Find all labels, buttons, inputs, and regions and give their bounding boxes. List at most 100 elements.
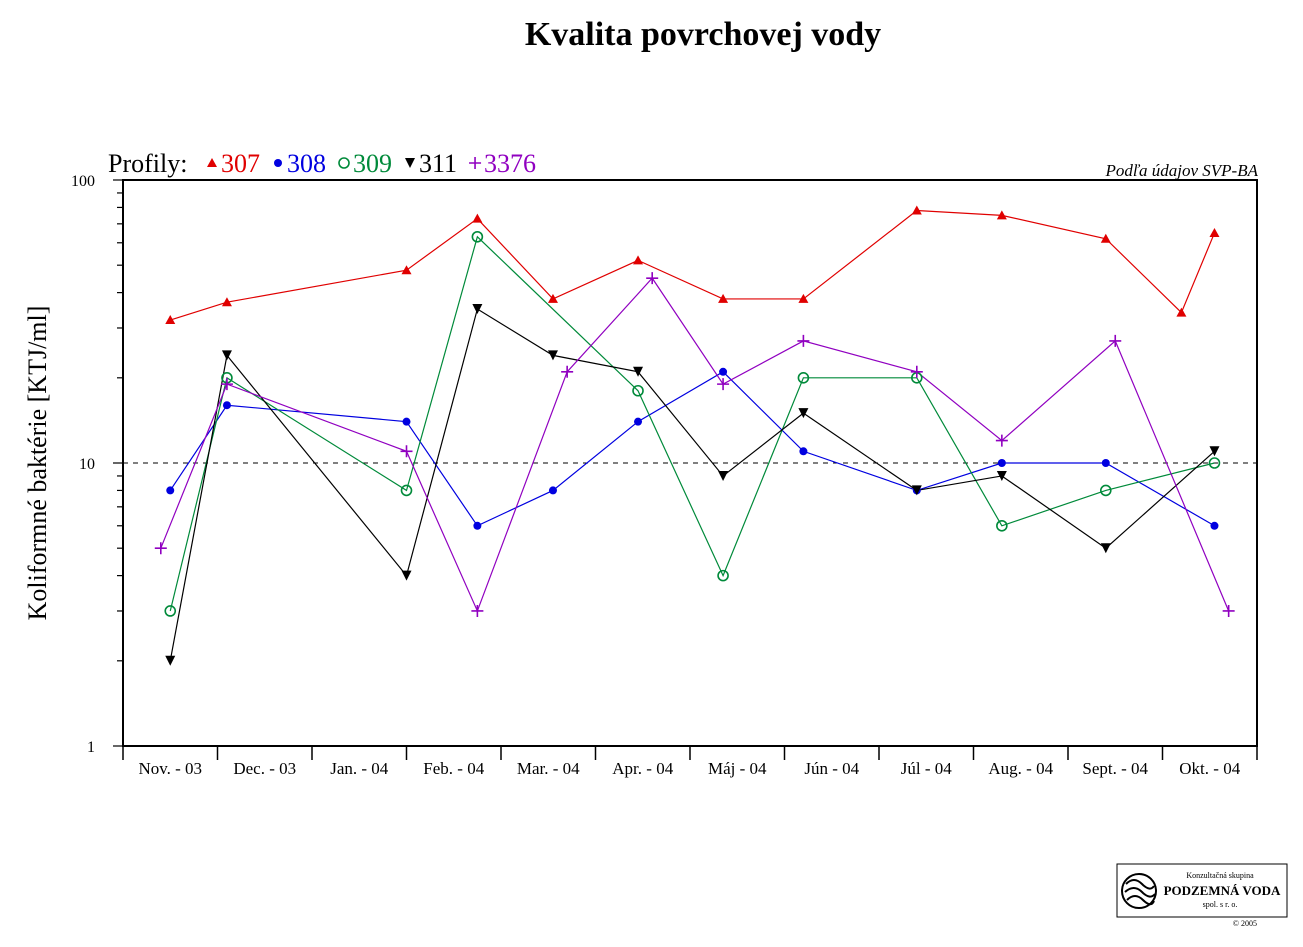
data-point-triangle: [633, 255, 644, 265]
data-point-plus: [910, 365, 923, 378]
data-point-circle: [1210, 521, 1219, 530]
legend-prefix: Profily:: [108, 149, 187, 178]
data-point-open-circle: [1100, 484, 1112, 497]
data-point-circle: [799, 447, 808, 456]
x-tick-label: Feb. - 04: [423, 759, 484, 778]
data-point-circle: [402, 417, 411, 426]
data-point-triangle: [996, 210, 1007, 220]
data-point-triangle-down: [472, 304, 483, 315]
data-point-triangle: [165, 315, 176, 325]
data-point-triangle-down: [405, 158, 415, 168]
data-point-circle: [634, 417, 643, 426]
data-point-triangle-down: [996, 470, 1007, 481]
data-point-open-circle: [400, 484, 413, 497]
data-point-circle: [222, 401, 231, 410]
data-point-triangle: [221, 297, 232, 307]
data-point-plus: [995, 434, 1008, 447]
x-tick-label: Sept. - 04: [1082, 759, 1148, 778]
legend-label-308: 308: [287, 149, 326, 178]
x-tick-label: Jún - 04: [804, 759, 859, 778]
y-tick-label: 100: [71, 173, 95, 190]
data-point-triangle-down: [718, 470, 729, 481]
y-tick-label: 1: [87, 739, 95, 756]
data-point-open-circle: [996, 519, 1008, 532]
y-axis-ticks: 1 10 100: [71, 173, 123, 756]
x-tick-label: Okt. - 04: [1179, 759, 1240, 778]
data-point-triangle: [911, 205, 922, 215]
data-point-circle: [473, 521, 482, 530]
series-line-307: [170, 209, 1216, 321]
data-point-triangle: [1176, 307, 1187, 317]
logo-line1: Konzultačná skupina: [1186, 871, 1254, 880]
company-logo: Konzultačná skupina PODZEMNÁ VODA spol. …: [1116, 863, 1288, 928]
chart-title: Kvalita povrchovej vody: [525, 16, 881, 53]
legend-label-311: 311: [419, 149, 457, 178]
source-note: Podľa údajov SVP-BA: [1104, 161, 1258, 180]
data-point-triangle-down: [911, 485, 922, 496]
data-point-plus: [154, 542, 167, 555]
data-point-circle: [166, 486, 175, 495]
x-axis: Nov. - 03 Dec. - 03 Jan. - 04 Feb. - 04 Mar.…: [122, 746, 1258, 778]
data-point-triangle-down: [221, 350, 232, 361]
series-line-3376: [160, 277, 1230, 613]
series-line-309: [169, 235, 1215, 612]
data-point-triangle-down: [401, 570, 412, 581]
data-point-plus: [220, 378, 233, 391]
legend: Profily: 307 308 309 311 3376: [108, 149, 536, 178]
data-point-open-circle: [632, 384, 644, 397]
data-point-circle: [997, 459, 1006, 467]
logo-frame: [1116, 863, 1288, 918]
data-point-triangle: [798, 293, 809, 303]
data-point-plus: [1222, 604, 1235, 617]
data-point-plus: [400, 445, 413, 458]
data-point-plus: [717, 378, 730, 391]
x-tick-label: Mar. - 04: [517, 759, 580, 778]
data-point-triangle-down: [798, 408, 809, 419]
x-tick-label: Júl - 04: [901, 759, 953, 778]
logo-line2: PODZEMNÁ VODA: [1164, 883, 1281, 898]
data-point-triangle: [207, 158, 217, 167]
x-tick-label: Máj - 04: [708, 759, 767, 778]
data-point-open-circle: [1208, 457, 1221, 469]
logo-line3: spol. s r. o.: [1203, 900, 1238, 909]
data-point-triangle-down: [1100, 543, 1111, 554]
logo-emblem-icon: [1121, 873, 1157, 909]
data-point-triangle: [547, 293, 558, 303]
legend-label-309: 309: [353, 149, 392, 178]
data-point-triangle: [1209, 227, 1220, 237]
legend-label-3376: 3376: [484, 149, 536, 178]
data-point-plus: [471, 604, 484, 617]
data-point-triangle-down: [165, 655, 176, 666]
plot-frame: [122, 179, 1258, 747]
legend-label-307: 307: [221, 149, 260, 178]
data-point-triangle: [1100, 233, 1111, 243]
data-point-plus: [469, 157, 482, 169]
data-point-circle: [1101, 459, 1110, 467]
data-point-open-circle: [471, 230, 484, 243]
data-point-triangle-down: [547, 350, 558, 361]
x-tick-label: Nov. - 03: [138, 759, 202, 778]
data-point-open-circle: [164, 605, 177, 617]
data-point-triangle-down: [633, 366, 644, 377]
y-tick-label: 10: [79, 456, 95, 473]
data-point-triangle: [472, 213, 483, 223]
x-tick-label: Aug. - 04: [988, 759, 1053, 778]
data-point-open-circle: [797, 372, 810, 384]
series-lines: [160, 209, 1230, 661]
data-point-plus: [561, 365, 574, 378]
logo-copyright: © 2005: [1233, 919, 1257, 928]
y-axis-title: Koliformné baktérie [KTJ/ml]: [23, 306, 52, 621]
data-point-circle: [274, 159, 282, 167]
x-tick-label: Jan. - 04: [330, 759, 389, 778]
data-point-triangle: [718, 293, 729, 303]
data-point-triangle: [401, 265, 412, 275]
data-point-open-circle: [338, 157, 350, 169]
data-point-plus: [797, 334, 810, 347]
series-line-308: [169, 371, 1215, 527]
series-markers: [154, 205, 1235, 666]
x-tick-label: Dec. - 03: [233, 759, 296, 778]
data-point-circle: [548, 486, 557, 495]
x-tick-label: Apr. - 04: [612, 759, 673, 778]
data-point-plus: [646, 272, 659, 285]
